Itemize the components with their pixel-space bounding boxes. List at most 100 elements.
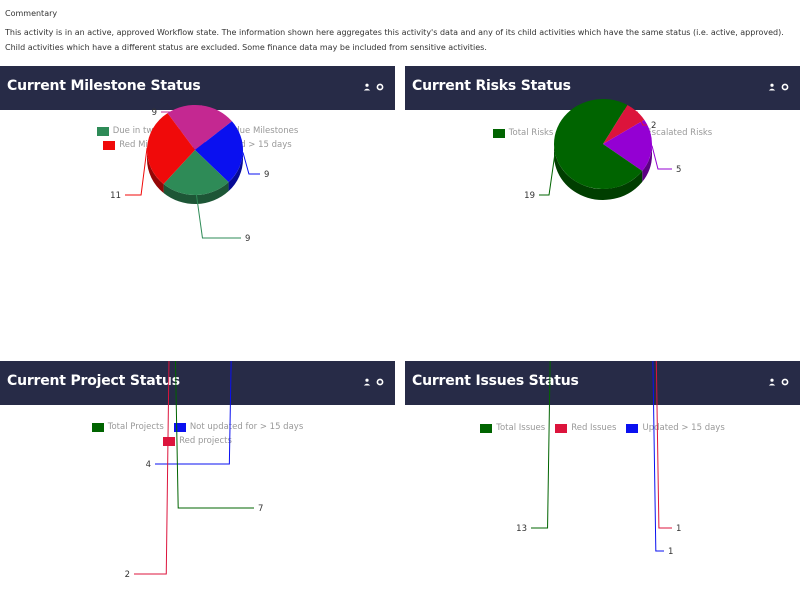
pie-leader-line xyxy=(242,152,260,175)
legend-row: Red projects xyxy=(0,436,395,446)
pie-value-label: 2 xyxy=(125,570,130,580)
pie-slice-side xyxy=(554,144,643,201)
pie-value-label: 19 xyxy=(524,191,535,201)
person-icon[interactable] xyxy=(363,83,371,91)
person-icon[interactable] xyxy=(363,378,371,386)
legend-swatch xyxy=(163,436,176,446)
legend-item[interactable]: Updated > 15 days xyxy=(626,423,725,433)
pie-leader-line xyxy=(655,361,672,529)
pie-value-label: 2 xyxy=(651,121,656,131)
commentary-title: Commentary xyxy=(5,9,58,18)
pie-value-label: 4 xyxy=(146,460,151,470)
commentary-section: Commentary This activity is in an active… xyxy=(0,0,800,66)
legend-row: Total Issues Red Issues Updated > 15 days xyxy=(405,423,800,433)
legend-swatch xyxy=(103,140,116,150)
legend-swatch xyxy=(492,128,505,138)
legend-swatch xyxy=(626,423,639,433)
settings-icon[interactable] xyxy=(781,83,789,91)
pie-slice-side xyxy=(147,150,164,194)
legend-item[interactable]: Red projects xyxy=(163,436,232,446)
panel-project-status: Current Project Status Total Projects Not… xyxy=(0,361,395,601)
pie-slice[interactable] xyxy=(163,150,229,195)
pie-slice[interactable] xyxy=(603,119,652,171)
legend-label: Due in two weeks xyxy=(112,126,188,136)
pie-value-label: 1 xyxy=(676,524,681,534)
legend-label: Escalated Risks xyxy=(646,128,713,138)
pie-value-label: 13 xyxy=(516,524,527,534)
pie-value-label: 11 xyxy=(110,191,121,201)
pie-slice-side xyxy=(642,144,652,182)
legend-item[interactable]: Total Projects xyxy=(91,422,164,432)
legend-item[interactable]: Due in two weeks xyxy=(96,126,188,136)
pie-slice[interactable] xyxy=(167,105,232,150)
legend-item[interactable]: Not updated for > 15 days xyxy=(173,422,304,432)
legend-label: Not updated for > 15 days xyxy=(189,422,304,432)
pie-leader-line xyxy=(636,111,647,126)
pie-leader-line xyxy=(125,147,148,196)
pie-slice[interactable] xyxy=(147,113,195,185)
pie-chart: 2 5 19 xyxy=(524,99,681,201)
pie-slice-side xyxy=(228,150,243,192)
person-icon[interactable] xyxy=(768,378,776,386)
pie-value-label: 7 xyxy=(258,504,263,514)
panel-header: Current Issues Status xyxy=(405,361,800,405)
pie-value-label: 9 xyxy=(245,234,250,244)
commentary-text: This activity is in an active, approved … xyxy=(5,28,784,52)
settings-icon[interactable] xyxy=(376,83,384,91)
pie-leader-line xyxy=(161,105,202,113)
pie-value-label: 1 xyxy=(668,547,673,557)
pie-leader-line xyxy=(652,361,664,552)
pie-chart: 1 1 13 xyxy=(516,361,681,557)
person-icon[interactable] xyxy=(768,83,776,91)
legend-item[interactable]: Total Risks xyxy=(492,128,554,138)
legend-item[interactable]: Total Issues xyxy=(480,423,545,433)
legend-label: Red projects xyxy=(179,436,232,446)
panel-toolbar xyxy=(768,378,789,386)
pie-leader-line xyxy=(195,194,241,239)
legend-label: Red Issues xyxy=(571,423,617,433)
legend-label: Total Risks xyxy=(508,128,554,138)
panel-toolbar xyxy=(363,378,384,386)
legend-label: Overdue Milestones xyxy=(213,126,299,136)
pie-leader-line xyxy=(539,153,556,196)
pie-leader-line xyxy=(155,361,232,465)
chart-legend: Total Issues Red Issues Updated > 15 days xyxy=(405,423,800,437)
pie-value-label: 9 xyxy=(152,108,157,118)
panel-toolbar xyxy=(768,83,789,91)
legend-label: Updated > 15 days xyxy=(209,140,292,150)
panel-title: Current Milestone Status xyxy=(7,78,201,94)
legend-label: Updated > 15 days xyxy=(642,423,725,433)
chart-legend: Total Projects Not updated for > 15 days R… xyxy=(0,422,395,450)
legend-swatch xyxy=(96,126,109,136)
panel-title: Current Risks Status xyxy=(412,78,571,94)
pie-slice[interactable] xyxy=(603,104,645,144)
legend-swatch xyxy=(173,422,186,432)
panel-toolbar xyxy=(363,83,384,91)
panel-title: Current Project Status xyxy=(7,373,180,389)
pie-value-label: 5 xyxy=(676,165,681,175)
pie-leader-line xyxy=(531,361,551,529)
pie-leader-line xyxy=(134,361,170,575)
pie-slice[interactable] xyxy=(195,121,243,183)
pie-chart: 9 9 9 11 xyxy=(110,105,269,244)
legend-item[interactable]: Red Issues xyxy=(555,423,616,433)
legend-label: Total Projects xyxy=(107,422,164,432)
panel-issues-status: Current Issues Status Total Issues Red Is… xyxy=(405,361,800,601)
legend-row: Total Projects Not updated for > 15 days xyxy=(0,422,395,432)
panel-milestone-status: Current Milestone Status Due in two week… xyxy=(0,66,395,306)
pie-slice[interactable] xyxy=(554,99,643,189)
legend-swatch xyxy=(480,423,493,433)
legend-swatch xyxy=(555,423,568,433)
panel-header: Current Milestone Status xyxy=(0,66,395,110)
settings-icon[interactable] xyxy=(376,378,384,386)
panel-title: Current Issues Status xyxy=(412,373,579,389)
panel-risks-status: Current Risks Status Total RisksRed Risk… xyxy=(405,66,800,306)
legend-label: Total Issues xyxy=(496,423,546,433)
pie-chart: 4 7 2 xyxy=(125,361,263,580)
pie-value-label: 9 xyxy=(264,170,269,180)
pie-slice-side xyxy=(163,182,229,204)
pie-leader-line xyxy=(174,361,254,509)
settings-icon[interactable] xyxy=(781,378,789,386)
legend-swatch xyxy=(91,422,104,432)
pie-leader-line xyxy=(651,145,672,170)
